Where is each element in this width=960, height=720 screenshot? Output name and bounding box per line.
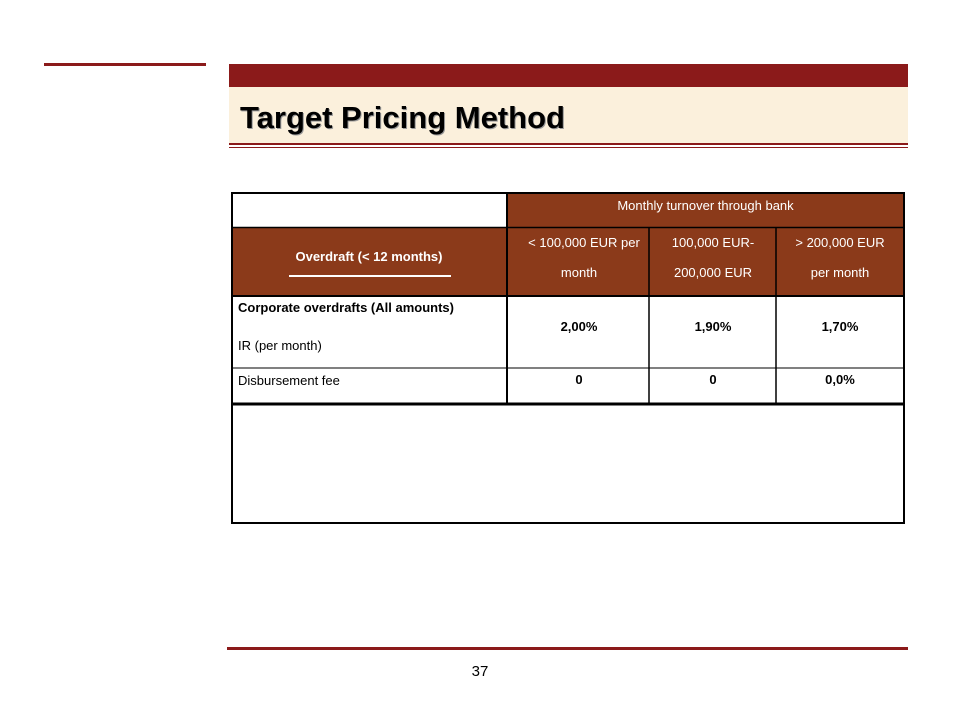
slide-title: Target Pricing Method <box>240 100 565 135</box>
table-cell: 1,70% <box>821 318 859 334</box>
column-header: < 100,000 EUR per month <box>509 228 649 296</box>
row-header-title: Overdraft (< 12 months) <box>295 248 443 264</box>
title-band <box>229 87 908 143</box>
row-sublabel: IR (per month) <box>238 338 322 353</box>
title-underline <box>229 143 908 145</box>
row-label: Disbursement fee <box>238 373 340 388</box>
title-underline-thin <box>229 147 908 148</box>
table-cell: 0 <box>575 371 583 387</box>
group-header: Monthly turnover through bank <box>617 197 794 213</box>
table-cell: 0,0% <box>825 371 855 387</box>
title-accent-bar <box>229 64 908 87</box>
table-cell: 2,00% <box>560 318 598 334</box>
left-accent-rule <box>44 63 206 66</box>
column-header-line1: < 100,000 EUR per <box>528 235 640 250</box>
column-header-line2: per month <box>810 265 870 280</box>
table-grid <box>231 192 905 524</box>
row-label: Corporate overdrafts (All amounts) <box>238 300 454 315</box>
footer-rule <box>227 647 908 650</box>
column-header-line2: 200,000 EUR <box>673 265 753 280</box>
column-header: > 200,000 EUR per month <box>777 228 903 296</box>
column-header-line1: 100,000 EUR- <box>671 235 755 250</box>
column-header-line2: month <box>560 265 598 280</box>
table-cell: 1,90% <box>694 318 732 334</box>
page-number: 37 <box>471 663 489 680</box>
table-cell: 0 <box>709 371 717 387</box>
column-header-line1: > 200,000 EUR <box>795 235 885 250</box>
column-header: 100,000 EUR- 200,000 EUR <box>650 228 776 296</box>
pricing-table: Monthly turnover through bank Overdraft … <box>231 192 905 524</box>
